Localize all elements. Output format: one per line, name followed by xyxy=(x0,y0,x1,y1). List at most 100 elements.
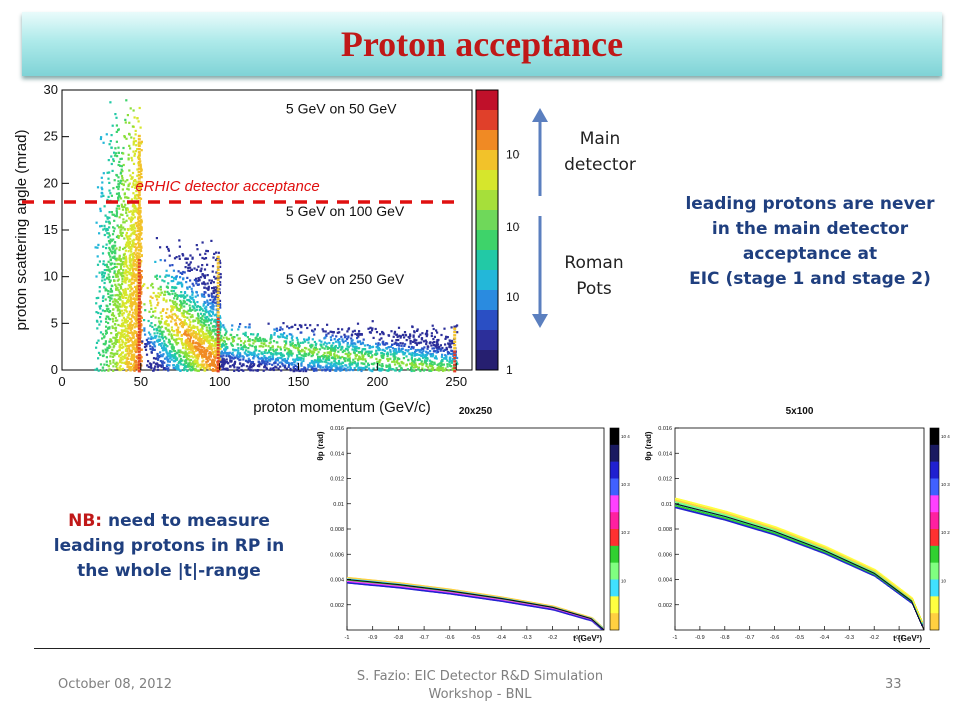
heatmap-cell xyxy=(379,358,382,362)
heatmap-cell xyxy=(118,256,121,259)
heatmap-cell xyxy=(183,353,186,356)
heatmap-cell xyxy=(275,329,278,332)
heatmap-cell xyxy=(193,331,196,334)
nb-line1: NB: need to measure xyxy=(38,509,300,534)
heatmap-cell xyxy=(122,322,125,325)
heatmap-cell xyxy=(191,305,194,308)
heatmap-cell xyxy=(360,352,363,355)
heatmap-cell xyxy=(131,340,134,344)
heatmap-cell xyxy=(102,245,105,248)
heatmap-cell xyxy=(122,256,125,259)
heatmap-cell xyxy=(105,315,108,318)
heatmap-cell xyxy=(130,224,133,227)
heatmap-cell xyxy=(167,367,170,370)
heatmap-cell xyxy=(279,365,282,368)
heatmap-cell xyxy=(162,353,165,356)
heatmap-cell xyxy=(238,352,242,355)
heatmap-cell xyxy=(102,194,105,197)
heatmap-cell xyxy=(186,311,189,314)
heatmap-cell xyxy=(111,169,114,172)
heatmap-cell xyxy=(139,287,142,290)
heatmap-cell xyxy=(236,357,239,360)
heatmap-cell xyxy=(430,360,433,363)
heatmap-cell xyxy=(119,265,123,268)
heatmap-cell xyxy=(113,219,116,222)
heatmap-cell xyxy=(180,306,183,309)
heatmap-cell xyxy=(177,337,180,340)
heatmap-cell xyxy=(187,348,190,351)
heatmap-cell xyxy=(425,340,428,344)
roman-pots-line1: Roman xyxy=(564,253,624,273)
heatmap-cell xyxy=(180,295,183,298)
heatmap-cell xyxy=(428,369,431,372)
heatmap-cell xyxy=(163,259,167,262)
heatmap-cell xyxy=(343,349,346,352)
heatmap-cell xyxy=(147,319,150,323)
heatmap-cell xyxy=(127,184,130,188)
heatmap-cell xyxy=(425,331,428,334)
heatmap-cell xyxy=(288,333,291,336)
heatmap-cell xyxy=(167,274,171,277)
heatmap-cell xyxy=(389,350,392,353)
heatmap-cell xyxy=(431,367,434,370)
heatmap-cell xyxy=(119,157,122,161)
peak-cell xyxy=(137,177,141,180)
heatmap-cell xyxy=(200,340,203,343)
heatmap-cell xyxy=(204,257,208,260)
heatmap-cell xyxy=(154,306,157,310)
heatmap-cell xyxy=(274,359,277,362)
heatmap-cell xyxy=(132,245,135,248)
heatmap-cell xyxy=(248,338,251,341)
heatmap-cell xyxy=(118,269,121,272)
heatmap-cell xyxy=(218,321,221,324)
heatmap-cell xyxy=(244,333,247,336)
heatmap-cell xyxy=(342,357,346,360)
peak-cell xyxy=(137,216,141,219)
heatmap-cell xyxy=(414,341,417,344)
heatmap-cell xyxy=(206,303,209,306)
heatmap-cell xyxy=(161,309,164,312)
heatmap-cell xyxy=(371,327,374,330)
heatmap-cell xyxy=(338,363,341,366)
heatmap-cell xyxy=(107,315,110,318)
heatmap-cell xyxy=(262,369,265,372)
heatmap-cell xyxy=(318,358,321,361)
curve-cell xyxy=(375,583,378,586)
heatmap-cell xyxy=(151,348,154,351)
heatmap-cell xyxy=(167,316,170,319)
heatmap-cell xyxy=(238,337,241,340)
peak-cell xyxy=(137,370,141,373)
heatmap-cell xyxy=(285,334,289,337)
heatmap-cell xyxy=(357,335,360,338)
heatmap-cell xyxy=(209,319,212,322)
heatmap-cell xyxy=(204,252,207,255)
heatmap-cell xyxy=(205,350,208,353)
heatmap-cell xyxy=(127,188,130,191)
heatmap-cell xyxy=(150,315,153,318)
curve-cell xyxy=(363,583,366,586)
heatmap-cell xyxy=(129,280,132,283)
x-tick-label: 250 xyxy=(445,374,467,389)
heatmap-cell xyxy=(109,296,112,300)
heatmap-cell xyxy=(212,308,215,311)
heatmap-cell xyxy=(127,153,130,156)
heatmap-cell xyxy=(100,136,103,139)
heatmap-cell xyxy=(107,327,110,330)
heatmap-cell xyxy=(123,221,126,224)
heatmap-cell xyxy=(139,292,143,295)
heatmap-cell xyxy=(136,252,139,255)
heatmap-cell xyxy=(138,332,141,335)
heatmap-cell xyxy=(177,326,180,329)
heatmap-cell xyxy=(124,281,127,284)
peak-cell xyxy=(453,363,457,366)
heatmap-cell xyxy=(238,366,241,369)
title-bar: Proton acceptance xyxy=(22,12,942,76)
heatmap-cell xyxy=(369,369,373,372)
heatmap-cell xyxy=(182,254,185,257)
peak-cell xyxy=(137,167,141,170)
heatmap-cell xyxy=(419,369,422,373)
heatmap-cell xyxy=(409,340,412,343)
heatmap-cell xyxy=(199,323,202,326)
heatmap-cell xyxy=(212,328,215,331)
heatmap-cell xyxy=(121,170,124,173)
